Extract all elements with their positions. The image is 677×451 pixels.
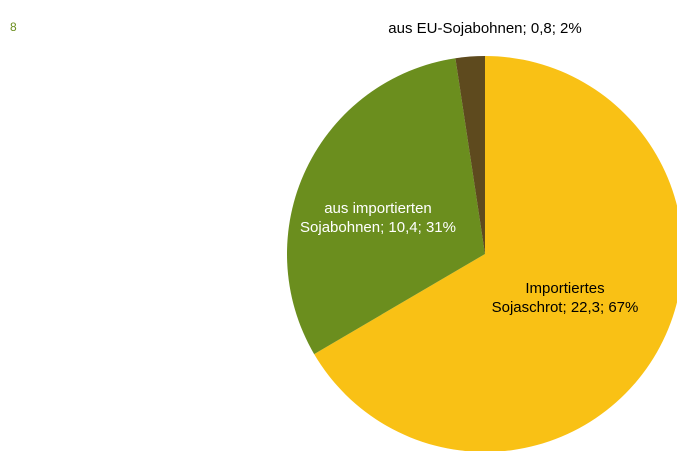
pie-slice — [286, 58, 485, 355]
pie-slice — [314, 56, 677, 451]
pie-slice — [455, 56, 485, 254]
data-label: Importiertes Sojaschrot; 22,3; 67% — [491, 280, 639, 316]
data-label: aus importierten Sojabohnen; 10,4; 31% — [300, 200, 456, 236]
page-number: 8 — [10, 20, 17, 34]
data-label: aus EU-Sojabohnen; 0,8; 2% — [388, 19, 582, 37]
